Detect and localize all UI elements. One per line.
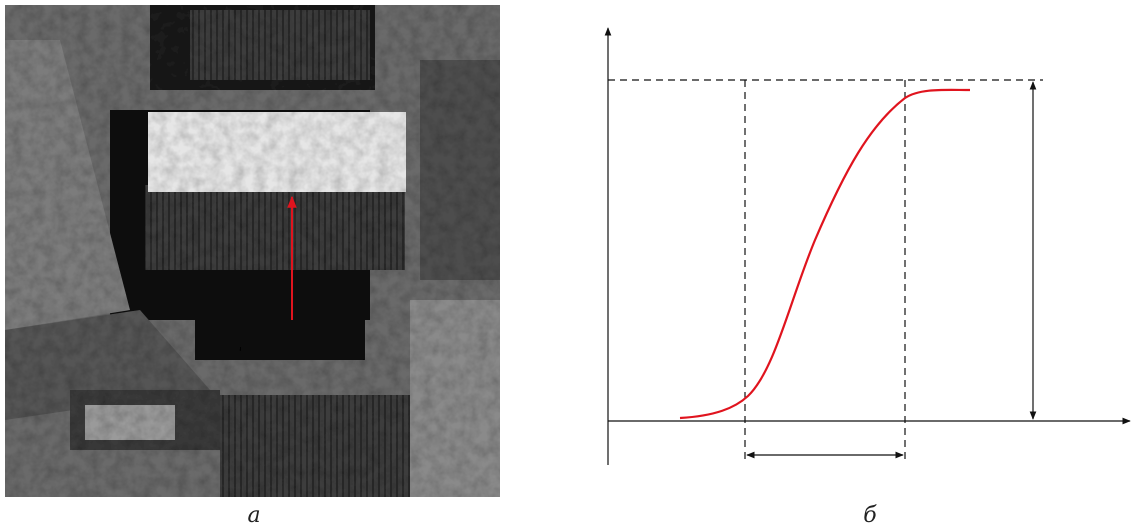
figure: а б xyxy=(0,0,1132,531)
panel-label: б xyxy=(863,503,877,528)
edge-profile-curve xyxy=(680,90,970,418)
aerial-image xyxy=(5,5,500,497)
diagram xyxy=(608,28,1130,465)
panel-label: а xyxy=(247,503,260,528)
